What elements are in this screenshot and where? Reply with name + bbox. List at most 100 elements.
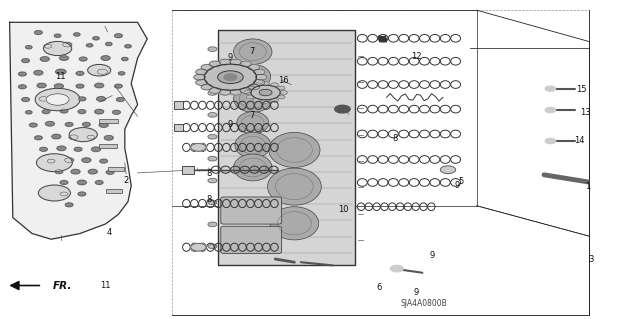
Circle shape [194,74,205,80]
Circle shape [201,64,212,70]
Circle shape [220,89,231,95]
Circle shape [22,59,29,63]
Ellipse shape [234,85,272,112]
Ellipse shape [235,64,271,89]
Circle shape [88,169,97,174]
FancyBboxPatch shape [174,101,183,109]
Circle shape [208,200,217,205]
Circle shape [76,84,84,88]
Circle shape [115,84,122,88]
Circle shape [39,97,48,101]
Text: 9: 9 [228,120,233,129]
Circle shape [118,72,125,75]
Circle shape [77,180,86,185]
Circle shape [38,185,70,201]
Text: 8: 8 [207,169,212,178]
Circle shape [271,83,278,87]
Circle shape [26,46,32,49]
Circle shape [60,192,68,196]
Circle shape [71,169,80,174]
Circle shape [208,178,217,183]
Circle shape [201,84,212,90]
Circle shape [277,86,285,90]
Ellipse shape [234,39,272,64]
Circle shape [104,136,113,140]
Circle shape [230,59,241,65]
Circle shape [262,100,269,103]
Circle shape [60,181,68,184]
Text: 9: 9 [413,288,419,297]
Circle shape [35,31,42,34]
Circle shape [58,96,68,101]
Circle shape [63,42,72,47]
Text: 10: 10 [339,205,349,214]
Circle shape [196,69,207,75]
Circle shape [44,44,52,48]
Circle shape [92,147,100,152]
Text: 14: 14 [575,137,585,145]
Circle shape [251,85,280,100]
Text: 4: 4 [106,228,111,237]
Circle shape [97,69,108,74]
Circle shape [47,159,55,163]
Circle shape [35,136,42,140]
Circle shape [60,56,68,60]
Text: 1: 1 [585,182,590,191]
Circle shape [208,156,217,161]
Circle shape [100,159,108,163]
Circle shape [246,86,254,90]
Text: 15: 15 [576,85,586,94]
Circle shape [208,244,217,249]
FancyBboxPatch shape [106,189,122,193]
Circle shape [40,147,47,151]
Circle shape [19,72,26,76]
Circle shape [22,98,29,101]
Circle shape [74,147,82,151]
Circle shape [115,34,122,38]
FancyBboxPatch shape [99,119,118,123]
Ellipse shape [235,132,271,158]
Circle shape [76,71,84,75]
FancyBboxPatch shape [174,124,183,131]
Circle shape [45,122,54,126]
Circle shape [125,45,131,48]
Circle shape [545,86,556,91]
Text: SJA4A0800B: SJA4A0800B [400,299,447,308]
Circle shape [78,110,86,114]
Circle shape [55,170,63,174]
Circle shape [74,33,80,36]
FancyBboxPatch shape [108,167,124,171]
Circle shape [255,74,267,80]
Text: 11: 11 [100,281,110,290]
Circle shape [93,37,99,40]
Circle shape [69,128,97,142]
Circle shape [253,83,260,87]
Circle shape [240,88,252,93]
Circle shape [46,94,69,105]
Circle shape [253,69,265,75]
Circle shape [208,113,217,117]
Text: 12: 12 [412,52,422,61]
Circle shape [191,243,206,251]
Text: 11: 11 [56,72,66,81]
Circle shape [106,170,114,174]
FancyBboxPatch shape [221,226,282,253]
Text: 8: 8 [207,195,212,204]
Text: 9: 9 [455,181,460,190]
Text: 8: 8 [392,134,397,143]
Circle shape [248,64,260,70]
Text: 9: 9 [228,53,233,62]
Circle shape [196,79,207,85]
Circle shape [191,144,206,151]
Circle shape [26,111,32,114]
Text: 2: 2 [124,176,129,185]
Text: 7: 7 [250,111,255,120]
Circle shape [35,88,80,111]
Circle shape [69,135,78,139]
Circle shape [209,88,221,93]
Circle shape [220,59,231,65]
Circle shape [248,84,260,90]
Text: 9: 9 [429,251,435,260]
Circle shape [545,138,556,144]
Circle shape [208,91,217,95]
